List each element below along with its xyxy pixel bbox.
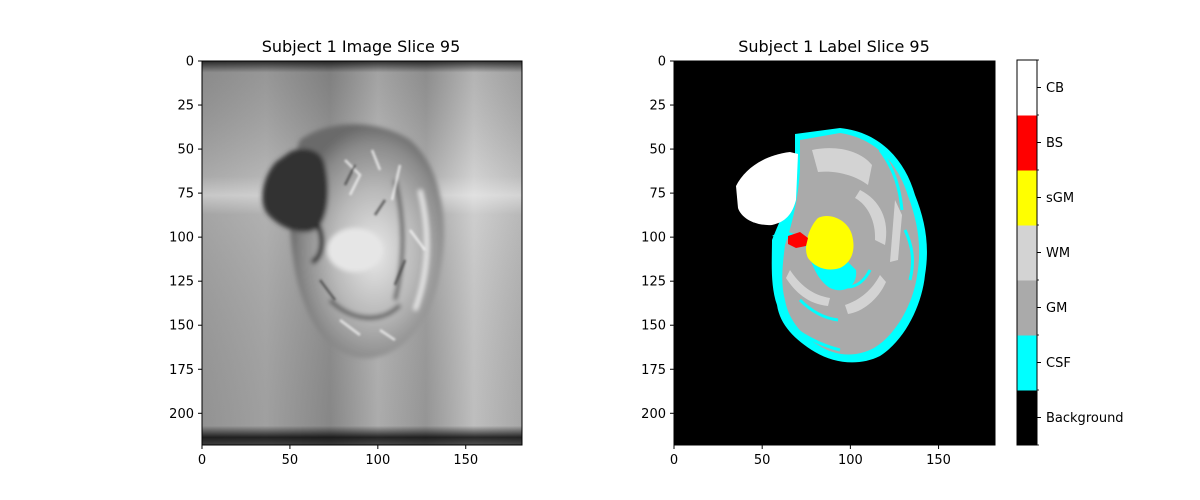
colorbar-swatches (1017, 60, 1037, 446)
colorbar: Background CSF GM WM sGM BS CB (1016, 59, 1124, 446)
bs-region (788, 232, 808, 248)
label-y-tick-label: 100 (641, 231, 666, 246)
colorbar-swatch-gm (1017, 280, 1037, 336)
label-y-tick-label: 75 (649, 187, 666, 202)
colorbar-label-sgm: sGM (1046, 191, 1074, 206)
label-panel: Subject 1 Label Slice 95 (641, 37, 996, 468)
label-y-tick-label: 125 (641, 275, 666, 290)
image-y-tick-label: 125 (169, 275, 194, 290)
colorbar-swatch-cb (1017, 60, 1037, 116)
label-axes-frame (673, 60, 996, 446)
colorbar-label-background: Background (1046, 411, 1124, 426)
image-x-tick-label: 150 (453, 453, 478, 468)
image-panel-title: Subject 1 Image Slice 95 (262, 37, 461, 56)
image-axes-frame (201, 60, 523, 446)
image-x-axis: 0 50 100 150 (198, 445, 478, 468)
colorbar-swatch-wm (1017, 225, 1037, 281)
image-y-tick-label: 200 (169, 407, 194, 422)
label-x-tick-label: 0 (670, 453, 678, 468)
image-y-tick-label: 0 (186, 55, 194, 70)
colorbar-swatch-csf (1017, 335, 1037, 391)
colorbar-label-gm: GM (1046, 301, 1067, 316)
label-x-axis: 0 50 100 150 (670, 445, 951, 468)
image-y-tick-label: 50 (177, 143, 194, 158)
colorbar-label-cb: CB (1046, 81, 1064, 96)
label-x-tick-label: 150 (926, 453, 951, 468)
label-panel-title: Subject 1 Label Slice 95 (738, 37, 930, 56)
label-y-tick-label: 0 (658, 55, 666, 70)
label-image (674, 61, 995, 445)
sgm-region (806, 215, 854, 270)
colorbar-label-wm: WM (1046, 246, 1070, 261)
image-y-tick-label: 150 (169, 319, 194, 334)
image-y-tick-label: 100 (169, 231, 194, 246)
label-y-axis: 0 25 50 75 100 125 150 175 200 (641, 55, 674, 422)
image-y-tick-label: 75 (177, 187, 194, 202)
image-x-tick-label: 100 (365, 453, 390, 468)
image-y-axis: 0 25 50 75 100 125 150 175 200 (169, 55, 202, 422)
label-y-tick-label: 150 (641, 319, 666, 334)
colorbar-swatch-sgm (1017, 170, 1037, 226)
colorbar-label-csf: CSF (1046, 356, 1071, 371)
label-x-tick-label: 100 (838, 453, 863, 468)
label-y-tick-label: 200 (641, 407, 666, 422)
colorbar-swatch-background (1017, 390, 1037, 446)
label-y-tick-label: 25 (649, 99, 666, 114)
label-x-tick-label: 50 (754, 453, 771, 468)
image-y-tick-label: 25 (177, 99, 194, 114)
image-x-tick-label: 50 (282, 453, 299, 468)
colorbar-label-bs: BS (1046, 136, 1063, 151)
colorbar-swatch-bs (1017, 115, 1037, 171)
image-x-tick-label: 0 (198, 453, 206, 468)
cb-region (736, 152, 798, 226)
mri-image (202, 61, 522, 445)
image-y-tick-label: 175 (169, 363, 194, 378)
colorbar-ticks: Background CSF GM WM sGM BS CB (1037, 59, 1124, 446)
label-y-tick-label: 50 (649, 143, 666, 158)
label-y-tick-label: 175 (641, 363, 666, 378)
